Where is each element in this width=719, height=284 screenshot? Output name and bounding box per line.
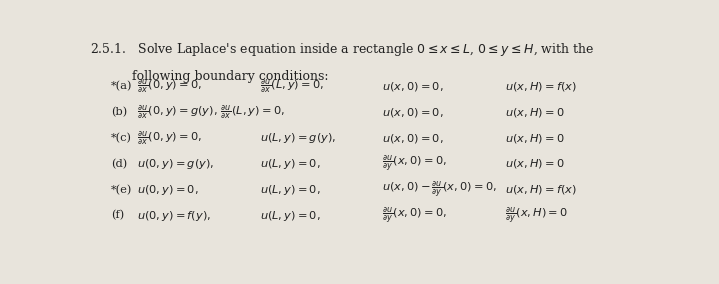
Text: (f): (f)	[111, 210, 124, 221]
Text: (d): (d)	[111, 159, 127, 169]
Text: $u(L, y) = 0,$: $u(L, y) = 0,$	[260, 157, 321, 171]
Text: following boundary conditions:: following boundary conditions:	[132, 70, 328, 83]
Text: $\frac{\partial u}{\partial x}(0, y) = 0,$: $\frac{\partial u}{\partial x}(0, y) = 0…	[137, 130, 202, 147]
Text: $u(x, H) = 0$: $u(x, H) = 0$	[505, 157, 564, 170]
Text: $u(0, y) = g(y),$: $u(0, y) = g(y),$	[137, 157, 214, 171]
Text: $u(L, y) = 0,$: $u(L, y) = 0,$	[260, 183, 321, 197]
Text: $\frac{\partial u}{\partial x}(0, y) = 0,$: $\frac{\partial u}{\partial x}(0, y) = 0…	[137, 78, 202, 95]
Text: $u(L, y) = g(y),$: $u(L, y) = g(y),$	[260, 131, 336, 145]
Text: $u(x, 0) - \frac{\partial u}{\partial y}(x, 0) = 0,$: $u(x, 0) - \frac{\partial u}{\partial y}…	[383, 180, 498, 200]
Text: $u(x, H) = f(x)$: $u(x, H) = f(x)$	[505, 183, 577, 196]
Text: *(e): *(e)	[111, 185, 132, 195]
Text: $\frac{\partial u}{\partial y}(x, 0) = 0,$: $\frac{\partial u}{\partial y}(x, 0) = 0…	[383, 206, 447, 226]
Text: $u(x, 0) = 0,$: $u(x, 0) = 0,$	[383, 132, 444, 145]
Text: $u(0, y) = f(y),$: $u(0, y) = f(y),$	[137, 208, 211, 223]
Text: $u(0, y) = 0,$: $u(0, y) = 0,$	[137, 183, 199, 197]
Text: 2.5.1.   Solve Laplace's equation inside a rectangle $0 \leq x \leq L$, $0 \leq : 2.5.1. Solve Laplace's equation inside a…	[90, 41, 595, 58]
Text: $u(L, y) = 0,$: $u(L, y) = 0,$	[260, 208, 321, 223]
Text: (b): (b)	[111, 107, 127, 118]
Text: $\frac{\partial u}{\partial x}(L, y) = 0,$: $\frac{\partial u}{\partial x}(L, y) = 0…	[260, 78, 324, 95]
Text: *(a): *(a)	[111, 82, 132, 92]
Text: *(c): *(c)	[111, 133, 132, 143]
Text: $u(x, H) = f(x)$: $u(x, H) = f(x)$	[505, 80, 577, 93]
Text: $\frac{\partial u}{\partial x}(0, y) = g(y),\, \frac{\partial u}{\partial x}(L, : $\frac{\partial u}{\partial x}(0, y) = g…	[137, 104, 285, 121]
Text: $\frac{\partial u}{\partial y}(x, H) = 0$: $\frac{\partial u}{\partial y}(x, H) = 0…	[505, 206, 568, 226]
Text: $\frac{\partial u}{\partial y}(x, 0) = 0,$: $\frac{\partial u}{\partial y}(x, 0) = 0…	[383, 154, 447, 174]
Text: $u(x, H) = 0$: $u(x, H) = 0$	[505, 132, 564, 145]
Text: $u(x, 0) = 0,$: $u(x, 0) = 0,$	[383, 80, 444, 93]
Text: $u(x, 0) = 0,$: $u(x, 0) = 0,$	[383, 106, 444, 119]
Text: $u(x, H) = 0$: $u(x, H) = 0$	[505, 106, 564, 119]
